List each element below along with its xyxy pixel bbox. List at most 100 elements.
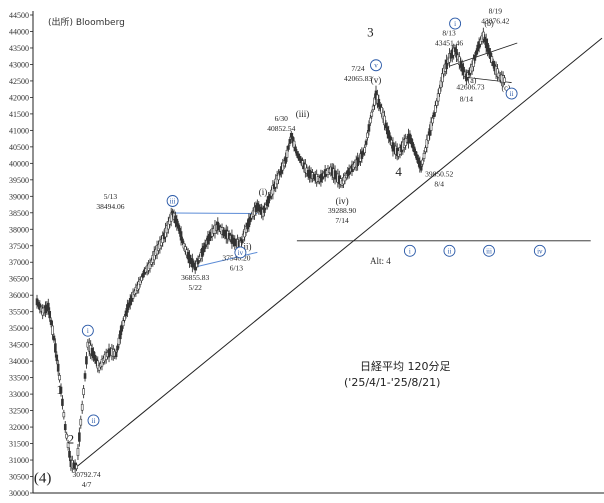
price-annotation: 43451.46 bbox=[435, 39, 463, 48]
price-annotation: 36855.83 bbox=[181, 273, 209, 282]
candle-body bbox=[117, 337, 121, 345]
candle-body bbox=[56, 363, 60, 372]
circled-wave-marker bbox=[533, 244, 546, 257]
price-annotation: 39850.52 bbox=[425, 169, 453, 178]
price-annotation: 39288.90 bbox=[328, 206, 356, 215]
candle-body bbox=[419, 165, 423, 171]
y-tick-label: 30000 bbox=[9, 489, 29, 498]
candle-body bbox=[62, 412, 66, 418]
wave-label: (4) bbox=[34, 471, 52, 487]
candle-body bbox=[294, 146, 297, 152]
y-tick-label: 32500 bbox=[9, 407, 29, 416]
circled-wave-label: iii bbox=[486, 247, 492, 255]
price-annotation: 4/7 bbox=[82, 480, 92, 489]
circled-wave-label: i bbox=[87, 327, 89, 335]
alt-label: Alt: 4 bbox=[370, 256, 391, 266]
circled-wave-marker bbox=[443, 244, 456, 257]
y-tick-label: 38000 bbox=[9, 225, 29, 234]
wave-label: (i) bbox=[259, 187, 268, 197]
candle-body bbox=[363, 147, 367, 154]
circled-wave-marker bbox=[234, 246, 247, 259]
candle-body bbox=[121, 320, 125, 327]
circled-wave-label: i bbox=[454, 20, 456, 28]
candle-body bbox=[422, 152, 426, 159]
y-tick-label: 44500 bbox=[9, 11, 29, 20]
price-annotation: 38494.06 bbox=[96, 202, 124, 211]
wave-label: (iii) bbox=[296, 109, 310, 119]
y-tick-label: 34500 bbox=[9, 341, 29, 350]
circled-wave-marker bbox=[81, 324, 94, 337]
y-axis: 3000030500310003150032000325003300033500… bbox=[9, 11, 604, 498]
wave-label: (iv) bbox=[336, 196, 349, 206]
circled-wave-label: ii bbox=[510, 90, 514, 98]
candle-body bbox=[78, 432, 81, 442]
candle-body bbox=[503, 77, 506, 83]
y-tick-label: 37500 bbox=[9, 242, 29, 251]
y-tick-label: 39000 bbox=[9, 192, 29, 201]
source-label: (出所) Bloomberg bbox=[48, 16, 125, 28]
candle-body bbox=[65, 433, 68, 439]
y-tick-label: 34000 bbox=[9, 357, 29, 366]
price-annotation: 8/13 bbox=[442, 29, 456, 38]
price-annotation: 42065.83 bbox=[344, 74, 372, 83]
candle-body bbox=[369, 117, 372, 124]
chart-subtitle: ('25/4/1-'25/8/21) bbox=[344, 376, 440, 389]
candle-body bbox=[58, 375, 61, 381]
price-series bbox=[35, 27, 506, 473]
trendline bbox=[76, 37, 603, 468]
candle-body bbox=[61, 398, 64, 406]
candle-body bbox=[119, 330, 122, 340]
candle-body bbox=[66, 442, 70, 448]
circled-wave-marker bbox=[505, 87, 518, 100]
price-annotation: 7/24 bbox=[351, 64, 365, 73]
candle-body bbox=[287, 145, 290, 150]
y-tick-label: 31500 bbox=[9, 440, 29, 449]
candle-body bbox=[116, 345, 119, 351]
y-tick-label: 36500 bbox=[9, 275, 29, 284]
price-annotation: 40852.54 bbox=[267, 124, 295, 133]
circled-wave-label: iii bbox=[170, 197, 176, 205]
candle-body bbox=[46, 302, 50, 311]
circled-wave-marker bbox=[449, 17, 462, 30]
candle-body bbox=[435, 100, 439, 106]
y-tick-label: 31000 bbox=[9, 456, 29, 465]
y-tick-label: 35500 bbox=[9, 308, 29, 317]
candle-body bbox=[473, 54, 477, 61]
y-tick-label: 36000 bbox=[9, 291, 29, 300]
wave-label: 3 bbox=[367, 24, 374, 39]
candle-body bbox=[63, 424, 67, 431]
candle-body bbox=[76, 448, 80, 456]
circled-wave-label: iv bbox=[537, 247, 543, 255]
circled-wave-marker bbox=[166, 195, 179, 207]
candle-body bbox=[68, 450, 71, 458]
wave-label: (b) bbox=[484, 19, 494, 28]
y-tick-label: 32000 bbox=[9, 423, 29, 432]
circled-wave-label: ii bbox=[448, 247, 452, 255]
price-annotation: 5/22 bbox=[189, 283, 203, 292]
y-tick-label: 40500 bbox=[9, 143, 29, 152]
triangle-lower-line bbox=[195, 251, 258, 268]
candle-body bbox=[55, 354, 59, 362]
candle-body bbox=[370, 111, 374, 117]
candle-body bbox=[51, 325, 54, 335]
price-annotation: 42606.73 bbox=[456, 82, 484, 91]
candle-body bbox=[474, 50, 478, 56]
chart-title: 日経平均 120分足 bbox=[360, 360, 451, 373]
candle-body bbox=[75, 464, 78, 470]
candle-body bbox=[54, 343, 57, 353]
y-tick-label: 40000 bbox=[9, 159, 29, 168]
line-layer bbox=[76, 37, 603, 468]
y-tick-label: 33500 bbox=[9, 374, 29, 383]
candle-body bbox=[431, 117, 434, 124]
candle-body bbox=[364, 140, 368, 145]
circled-wave-label: iv bbox=[238, 249, 244, 257]
y-tick-label: 37000 bbox=[9, 258, 29, 267]
price-annotation: 8/4 bbox=[434, 179, 444, 188]
candle-body bbox=[85, 356, 88, 365]
candle-body bbox=[79, 418, 83, 426]
candle-body bbox=[181, 238, 184, 243]
y-tick-label: 30500 bbox=[9, 473, 29, 482]
candle-body bbox=[288, 139, 292, 144]
wave-label: 2 bbox=[68, 432, 75, 447]
